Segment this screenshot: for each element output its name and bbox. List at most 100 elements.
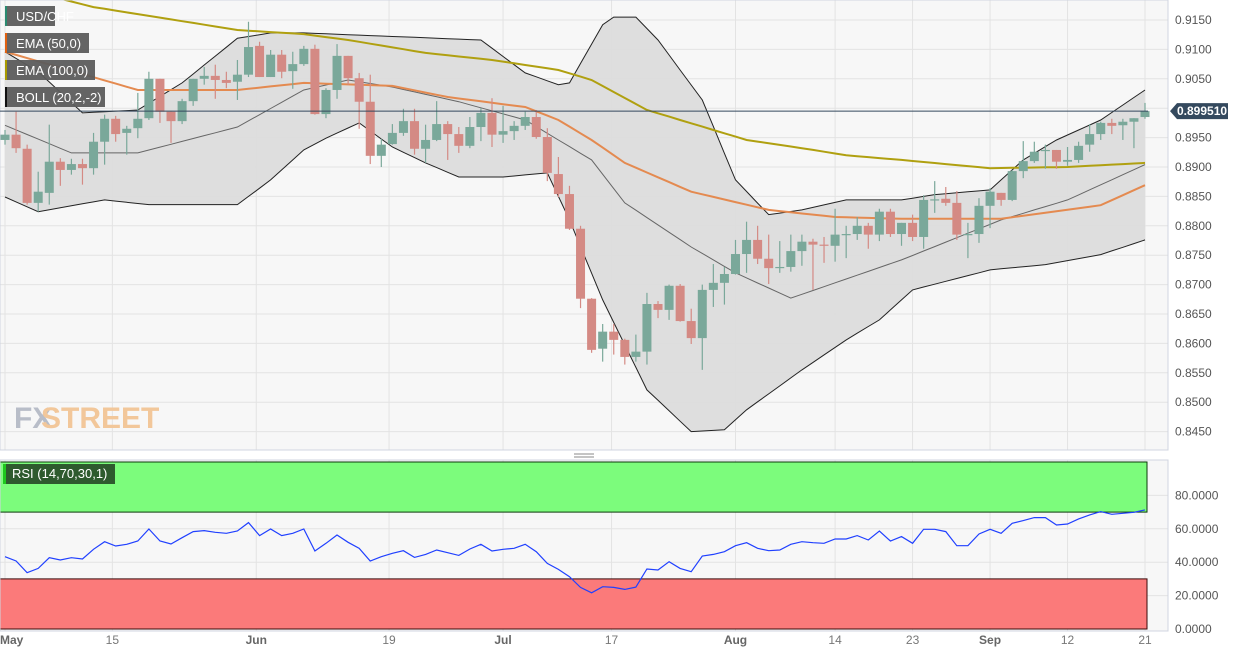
legend-box (5, 33, 89, 53)
rsi-y-axis: 80.0000 60.0000 40.0000 20.0000 0.0000 (1175, 488, 1219, 636)
candle-body (66, 164, 76, 170)
price-tick-label: 0.8900 (1175, 160, 1212, 174)
candle-body (1029, 151, 1039, 162)
candle (266, 49, 276, 78)
candle (653, 301, 663, 319)
legend-item[interactable]: USD/CHF (5, 6, 74, 26)
ema100-line (61, 0, 1146, 170)
price-plot-border (0, 0, 1169, 451)
legend-item[interactable]: EMA (50,0) (5, 33, 89, 53)
date-tick-label: 12 (1061, 633, 1075, 647)
candle (841, 225, 851, 259)
legend-item[interactable]: EMA (100,0) (5, 60, 95, 80)
candle-body (885, 211, 895, 235)
bollinger-upper-line (4, 16, 1146, 216)
candle-body (1051, 149, 1061, 162)
candle (1085, 124, 1095, 152)
candle (797, 234, 807, 266)
candle-body (985, 191, 995, 206)
candle (343, 55, 353, 85)
candle-body (664, 285, 674, 310)
candle-body (243, 47, 253, 75)
candle (288, 51, 298, 89)
rsi-tick-label: 20.0000 (1175, 589, 1219, 603)
candle-body (465, 127, 475, 146)
candle (1107, 118, 1117, 135)
candle (100, 114, 110, 165)
candle (77, 158, 87, 185)
candle-body (786, 251, 796, 267)
candle-body (498, 131, 508, 135)
legend: USD/CHF EMA (50,0) EMA (100,0) BOLL (20,2,-… (5, 6, 105, 107)
date-tick-label: 23 (906, 633, 920, 647)
candle (1007, 169, 1017, 202)
candle (476, 108, 486, 142)
candle (598, 323, 608, 362)
candle-body (797, 241, 807, 252)
rsi-line (4, 509, 1146, 594)
legend-label: USD/CHF (16, 9, 74, 24)
candle (0, 129, 10, 145)
legend-box (5, 6, 55, 26)
rsi-legend[interactable]: RSI (14,70,30,1) (3, 464, 115, 484)
candle (487, 98, 497, 148)
candle (188, 78, 198, 106)
candle-body (742, 239, 752, 255)
candle-body (454, 134, 464, 146)
candle-body (299, 48, 309, 65)
candle-body (874, 211, 884, 235)
candle (686, 308, 696, 344)
candle-body (33, 191, 43, 203)
candle (166, 111, 176, 143)
legend-color-marker (5, 33, 7, 53)
candle-body (553, 174, 563, 195)
candle-body (531, 117, 541, 138)
candle-body (232, 74, 242, 82)
candle (432, 101, 442, 142)
rsi-tick-label: 0.0000 (1175, 622, 1212, 636)
legend-color-marker (5, 60, 7, 80)
candle (830, 208, 840, 262)
candle (808, 238, 818, 290)
candle-body (576, 228, 586, 299)
overbought-zone (0, 461, 1148, 513)
candle-body (332, 55, 342, 90)
candle (144, 71, 154, 120)
date-tick-label: Jul (494, 633, 511, 647)
candle-body (587, 298, 597, 350)
candle-body (1063, 159, 1073, 162)
candle-body (111, 118, 121, 135)
candle-body (11, 134, 21, 149)
candle (232, 59, 242, 100)
candle-body (642, 304, 652, 352)
legend-color-marker (5, 87, 7, 107)
candle-body (609, 331, 619, 340)
price-tag-shape (1170, 103, 1228, 120)
candle-body (255, 45, 265, 78)
candle (454, 127, 464, 153)
candle (531, 109, 541, 139)
candle (874, 208, 884, 242)
candle (1051, 149, 1061, 169)
candle (642, 292, 652, 365)
candle-body (996, 192, 1006, 200)
candle (697, 284, 707, 370)
candle-body (354, 78, 364, 102)
panel-resize-handle[interactable] (574, 453, 594, 458)
candle (11, 111, 21, 153)
candle (863, 222, 873, 249)
price-tick-label: 0.9100 (1175, 42, 1212, 56)
candle (819, 236, 829, 263)
candle (155, 78, 165, 123)
legend-item[interactable]: BOLL (20,2,-2) (5, 87, 105, 107)
candle-body (564, 194, 574, 229)
candle-body (89, 141, 99, 169)
candle (210, 64, 220, 99)
current-price-tag: 0.899510 (0, 103, 1228, 120)
candle-body (775, 266, 785, 269)
price-tick-label: 0.8650 (1175, 307, 1212, 321)
candle (753, 225, 763, 265)
candle (587, 298, 597, 353)
candle (664, 284, 674, 320)
candle (365, 74, 375, 165)
